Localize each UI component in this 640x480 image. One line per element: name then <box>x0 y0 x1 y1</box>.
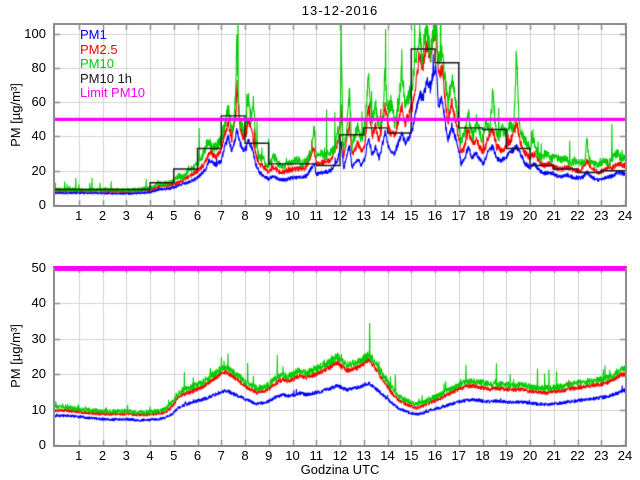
x-tick-label: 20 <box>522 448 538 463</box>
x-tick-label: 9 <box>265 448 273 463</box>
y-tick-label: 60 <box>31 94 46 110</box>
x-tick-label: 2 <box>98 208 107 223</box>
y-tick-label: 50 <box>31 260 46 275</box>
x-tick-label: 4 <box>146 208 154 223</box>
x-tick-label: 17 <box>451 448 466 463</box>
y-tick-label: 20 <box>31 162 46 178</box>
x-tick-label: 14 <box>380 448 395 463</box>
x-tick-label: 7 <box>217 448 225 463</box>
x-tick-label: 5 <box>170 208 178 223</box>
x-tick-label: 17 <box>451 208 466 223</box>
x-tick-label: 13 <box>356 208 371 223</box>
x-tick-label: 12 <box>332 208 348 223</box>
x-tick-label: 12 <box>332 448 348 463</box>
x-tick-label: 20 <box>522 208 538 223</box>
x-tick-label: 7 <box>217 208 225 223</box>
top-plot <box>53 23 627 207</box>
bottom-plot-canvas <box>55 268 625 445</box>
x-tick-label: 22 <box>570 208 585 223</box>
x-tick-label: 3 <box>122 208 130 223</box>
legend-item-pm1: PM1 <box>80 27 107 42</box>
x-tick-label: 6 <box>193 208 202 223</box>
x-tick-label: 24 <box>617 448 633 463</box>
x-tick-label: 23 <box>594 208 609 223</box>
x-tick-label: 13 <box>356 448 371 463</box>
x-tick-label: 21 <box>546 448 561 463</box>
y-tick-label: 10 <box>31 401 46 417</box>
x-tick-label: 15 <box>404 208 419 223</box>
x-tick-label: 9 <box>265 208 273 223</box>
bottom-plot <box>53 266 627 447</box>
x-tick-label: 14 <box>380 208 395 223</box>
x-tick-label: 15 <box>404 448 419 463</box>
legend: PM1 PM2.5 PM10 PM10 1h Limit PM10 <box>80 27 146 101</box>
x-tick-label: 11 <box>309 208 324 223</box>
legend-item-pm10-1h: PM10 1h <box>80 70 133 86</box>
top-plot-canvas <box>55 25 625 205</box>
x-tick-label: 6 <box>193 448 202 463</box>
x-tick-label: 3 <box>122 448 130 463</box>
x-tick-label: 5 <box>170 448 178 463</box>
y-tick-label: 30 <box>31 330 46 346</box>
legend-item-pm10: PM10 <box>80 56 114 71</box>
x-tick-label: 16 <box>427 208 443 223</box>
x-tick-label: 21 <box>546 208 561 223</box>
x-tick-label: 1 <box>75 448 83 463</box>
x-tick-label: 8 <box>241 448 249 463</box>
y-tick-label: 40 <box>31 128 46 144</box>
x-tick-label: 19 <box>499 208 514 223</box>
legend-item-limit-pm10: Limit PM10 <box>80 85 146 100</box>
x-tick-label: 16 <box>427 448 443 463</box>
y-tick-label: 40 <box>31 295 46 311</box>
x-tick-label: 8 <box>241 208 249 223</box>
x-tick-label: 23 <box>594 448 609 463</box>
x-tick-label: 18 <box>475 208 490 223</box>
y-tick-label: 0 <box>38 437 46 452</box>
x-tick-label: 2 <box>98 448 107 463</box>
x-tick-label: 10 <box>285 448 300 463</box>
y-tick-label: 0 <box>38 197 46 212</box>
x-axis-label: Godzina UTC <box>300 462 380 477</box>
legend-item-pm2-5: PM2.5 <box>80 41 118 57</box>
x-tick-label: 10 <box>285 208 300 223</box>
x-tick-label: 24 <box>617 208 633 223</box>
y-tick-label: 80 <box>31 59 46 75</box>
x-tick-label: 11 <box>309 448 324 463</box>
figure-title: 13-12-2016 <box>301 3 379 18</box>
y-tick-label: 100 <box>24 25 46 41</box>
x-tick-label: 1 <box>75 208 83 223</box>
x-tick-label: 4 <box>146 448 154 463</box>
x-tick-label: 18 <box>475 448 490 463</box>
x-tick-label: 19 <box>499 448 514 463</box>
x-tick-label: 22 <box>570 448 585 463</box>
y-tick-label: 20 <box>31 366 46 382</box>
